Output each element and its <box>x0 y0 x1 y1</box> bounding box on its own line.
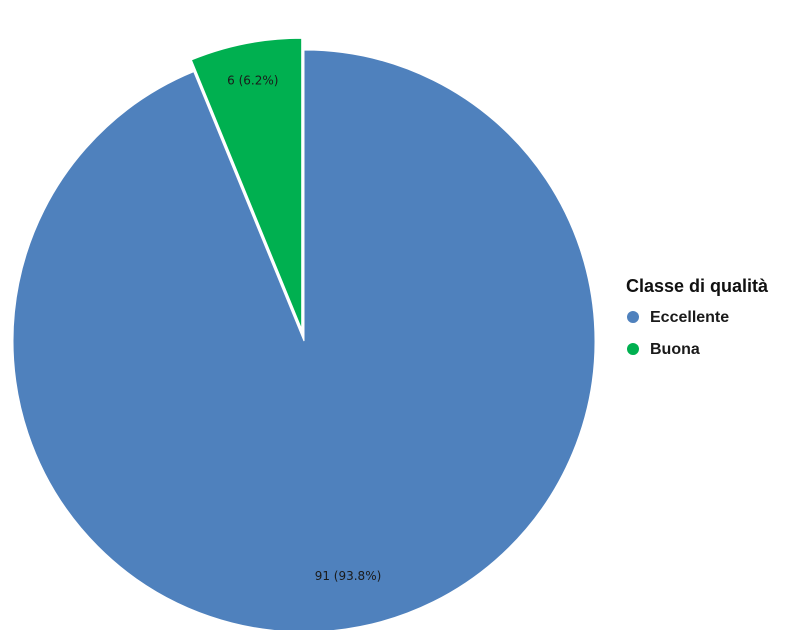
legend-marker-buona <box>627 343 639 355</box>
legend-title: Classe di qualità <box>626 276 769 296</box>
pie-slice-eccellente <box>12 49 596 630</box>
legend-label-eccellente: Eccellente <box>650 309 729 326</box>
data-label-eccellente: 91 (93.8%) <box>315 569 382 583</box>
legend: Classe di qualità Eccellente Buona <box>626 276 769 358</box>
pie-data-labels: 91 (93.8%) 6 (6.2%) <box>227 73 381 583</box>
legend-label-buona: Buona <box>650 341 700 358</box>
legend-marker-eccellente <box>627 311 639 323</box>
pie-slices <box>12 37 596 630</box>
pie-slice-buona <box>190 37 303 330</box>
data-label-buona: 6 (6.2%) <box>227 73 278 87</box>
